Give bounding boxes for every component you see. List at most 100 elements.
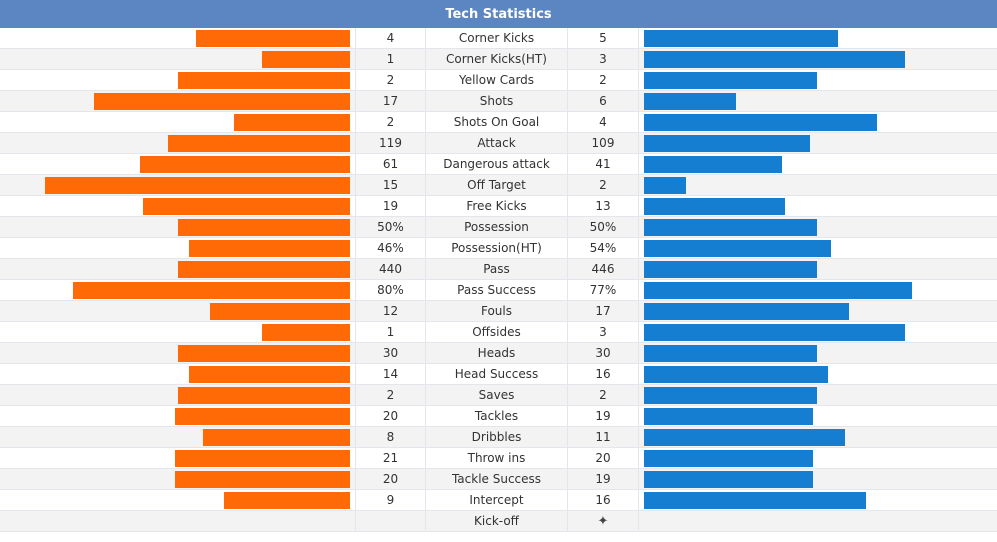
home-bar bbox=[210, 303, 350, 320]
stat-name: Pass Success bbox=[457, 283, 536, 297]
away-value: 41 bbox=[567, 154, 639, 174]
home-value bbox=[355, 511, 426, 531]
away-bar-cell bbox=[639, 385, 997, 405]
home-bar bbox=[168, 135, 350, 152]
away-bar-cell bbox=[639, 406, 997, 426]
home-bar-cell bbox=[0, 427, 355, 447]
stat-row: 80% Pass Success 77% bbox=[0, 280, 997, 301]
stat-row: 46% Possession(HT) 54% bbox=[0, 238, 997, 259]
home-value: 50% bbox=[355, 217, 426, 237]
home-bar bbox=[178, 72, 350, 89]
home-bar-cell bbox=[0, 448, 355, 468]
home-value: 19 bbox=[355, 196, 426, 216]
away-value: 19 bbox=[567, 469, 639, 489]
stat-name: Fouls bbox=[480, 304, 512, 318]
home-bar bbox=[73, 282, 350, 299]
away-value: 2 bbox=[567, 385, 639, 405]
home-value: 12 bbox=[355, 301, 426, 321]
stat-name: Tackle Success bbox=[451, 472, 542, 486]
stat-name: Yellow Cards bbox=[458, 73, 535, 87]
away-bar bbox=[644, 324, 905, 341]
away-kickoff-cell: ✦ bbox=[567, 511, 639, 531]
away-bar bbox=[644, 471, 813, 488]
away-bar-cell bbox=[639, 280, 997, 300]
home-bar-cell bbox=[0, 217, 355, 237]
stat-name: Corner Kicks(HT) bbox=[446, 52, 547, 66]
home-bar-cell bbox=[0, 175, 355, 195]
stat-row: 15 Off Target 2 bbox=[0, 175, 997, 196]
away-bar-cell bbox=[639, 301, 997, 321]
home-value: 2 bbox=[355, 70, 426, 90]
home-bar bbox=[262, 324, 350, 341]
home-value: 20 bbox=[355, 469, 426, 489]
stat-row: 20 Tackle Success 19 bbox=[0, 469, 997, 490]
home-bar-cell bbox=[0, 469, 355, 489]
home-bar bbox=[262, 51, 350, 68]
away-value: 13 bbox=[567, 196, 639, 216]
home-bar-cell bbox=[0, 238, 355, 258]
away-bar bbox=[644, 303, 849, 320]
away-bar bbox=[644, 135, 810, 152]
away-value: 77% bbox=[567, 280, 639, 300]
home-bar-cell bbox=[0, 196, 355, 216]
away-value: 11 bbox=[567, 427, 639, 447]
home-bar-cell bbox=[0, 49, 355, 69]
home-bar bbox=[175, 471, 350, 488]
stat-row: 19 Free Kicks 13 bbox=[0, 196, 997, 217]
stat-name: Offsides bbox=[472, 325, 521, 339]
away-value: 6 bbox=[567, 91, 639, 111]
away-bar bbox=[644, 177, 686, 194]
away-bar bbox=[644, 72, 817, 89]
away-bar bbox=[644, 198, 785, 215]
stat-row: 30 Heads 30 bbox=[0, 343, 997, 364]
home-value: 119 bbox=[355, 133, 426, 153]
away-bar-cell bbox=[639, 196, 997, 216]
away-value: 2 bbox=[567, 70, 639, 90]
away-bar bbox=[644, 366, 828, 383]
home-value: 14 bbox=[355, 364, 426, 384]
away-bar bbox=[644, 51, 905, 68]
away-value: 20 bbox=[567, 448, 639, 468]
home-bar bbox=[175, 450, 350, 467]
stat-name: Tackles bbox=[474, 409, 519, 423]
stat-row: 61 Dangerous attack 41 bbox=[0, 154, 997, 175]
away-bar bbox=[644, 408, 813, 425]
home-bar bbox=[94, 93, 350, 110]
stat-row: 1 Offsides 3 bbox=[0, 322, 997, 343]
home-value: 440 bbox=[355, 259, 426, 279]
away-bar bbox=[644, 114, 877, 131]
away-value: 446 bbox=[567, 259, 639, 279]
home-bar-cell bbox=[0, 28, 355, 48]
home-value: 46% bbox=[355, 238, 426, 258]
away-bar-cell bbox=[639, 511, 997, 531]
away-bar-cell bbox=[639, 175, 997, 195]
stat-row: 9 Intercept 16 bbox=[0, 490, 997, 511]
home-bar bbox=[196, 30, 350, 47]
home-value: 15 bbox=[355, 175, 426, 195]
stat-name: Pass bbox=[483, 262, 510, 276]
stat-row: 50% Possession 50% bbox=[0, 217, 997, 238]
home-bar-cell bbox=[0, 259, 355, 279]
away-bar bbox=[644, 156, 782, 173]
away-bar bbox=[644, 387, 817, 404]
away-bar bbox=[644, 345, 817, 362]
home-value: 61 bbox=[355, 154, 426, 174]
away-bar-cell bbox=[639, 28, 997, 48]
home-bar-cell bbox=[0, 70, 355, 90]
home-value: 2 bbox=[355, 385, 426, 405]
away-bar-cell bbox=[639, 364, 997, 384]
away-value: 50% bbox=[567, 217, 639, 237]
kickoff-row: Kick-off ✦ bbox=[0, 511, 997, 532]
home-bar bbox=[143, 198, 350, 215]
away-value: 16 bbox=[567, 364, 639, 384]
stat-name: Off Target bbox=[467, 178, 526, 192]
home-value: 30 bbox=[355, 343, 426, 363]
stat-name: Shots bbox=[479, 94, 514, 108]
away-bar bbox=[644, 429, 845, 446]
stat-name: Dribbles bbox=[471, 430, 522, 444]
tech-statistics-header: Tech Statistics bbox=[0, 0, 997, 28]
away-value: 5 bbox=[567, 28, 639, 48]
stats-table: 4 Corner Kicks 5 1 Corner Kicks(HT) 3 2 Yellow … bbox=[0, 28, 997, 532]
home-bar bbox=[178, 387, 350, 404]
home-bar bbox=[178, 261, 350, 278]
